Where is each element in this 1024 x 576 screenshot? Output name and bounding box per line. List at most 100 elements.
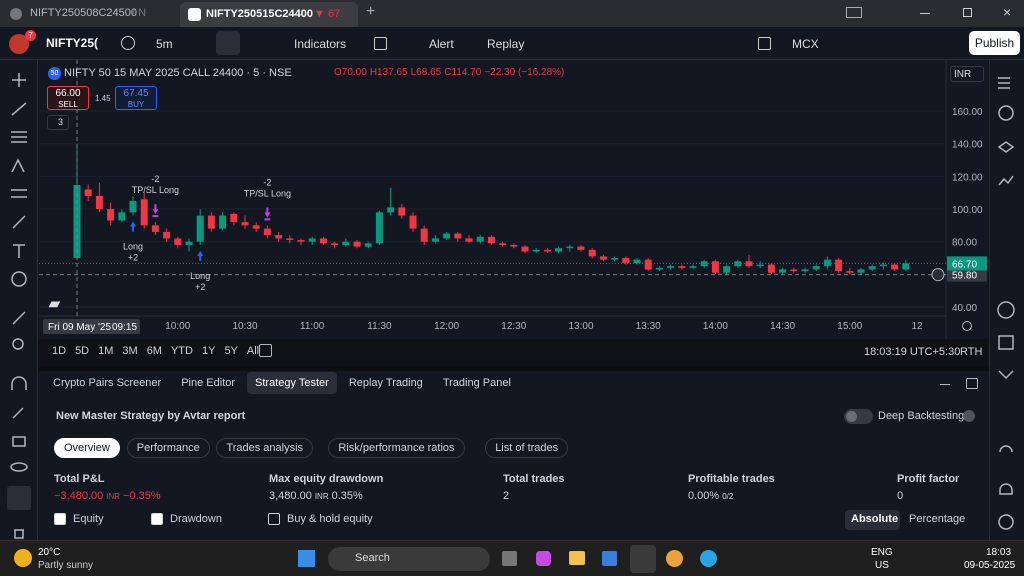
app[interactable] [502, 551, 517, 566]
checkbox[interactable] [54, 513, 66, 525]
exchange[interactable]: MCX [792, 37, 819, 51]
candle-body [543, 249, 551, 252]
link-tool[interactable] [7, 486, 31, 510]
app[interactable] [536, 551, 551, 566]
timeframe[interactable]: 5D [75, 345, 90, 357]
currency[interactable]: INR [950, 66, 984, 82]
timeframe[interactable]: YTD [170, 345, 193, 357]
timeframe[interactable]: 1D [52, 345, 67, 357]
y-tick-label: 100.00 [952, 205, 983, 216]
panel-maximize[interactable] [966, 378, 978, 389]
hotlists[interactable] [998, 175, 1014, 186]
magnet-tool[interactable] [11, 376, 27, 390]
layout[interactable] [758, 37, 771, 50]
app-active[interactable] [630, 545, 656, 573]
strategy-tab[interactable]: Risk/performance ratios [328, 438, 465, 458]
help[interactable] [998, 514, 1014, 530]
templates[interactable] [374, 37, 387, 50]
replay[interactable]: Replay [487, 37, 525, 51]
emoji-tool[interactable] [11, 271, 27, 287]
active-tab[interactable]: NIFTY250515C24400 ▼ 67. [180, 2, 358, 27]
panel-tab[interactable]: Pine Editor [181, 377, 236, 389]
alert[interactable]: Alert [429, 37, 454, 51]
crosshair-tool[interactable] [12, 73, 26, 87]
strategy-tab[interactable]: Overview [54, 438, 120, 458]
app[interactable] [666, 550, 683, 567]
sell-button[interactable]: 66.00 SELL [47, 86, 89, 110]
strategy-tab[interactable]: List of trades [485, 438, 569, 458]
trading[interactable] [997, 301, 1015, 319]
indicators[interactable]: Indicators [294, 37, 347, 51]
trash-tool[interactable] [14, 529, 24, 539]
strategy-tab[interactable]: Trades analysis [216, 438, 314, 458]
panel-minimize[interactable] [940, 384, 950, 385]
lock-tool[interactable] [12, 436, 26, 447]
panel-tabs: Crypto Pairs Screener Pine Editor Strategy… [45, 372, 519, 394]
timeframe[interactable]: All [246, 345, 260, 357]
buy-button[interactable]: 67.45 BUY [115, 86, 157, 110]
app[interactable] [700, 550, 717, 567]
publish[interactable]: Publish [969, 31, 1020, 55]
timeframe[interactable]: 3M [122, 345, 138, 357]
new-tab[interactable]: + [366, 3, 376, 20]
candle-body [857, 269, 865, 273]
checkbox[interactable] [268, 513, 280, 525]
maximize[interactable] [963, 8, 972, 17]
search-box[interactable]: Search [328, 547, 490, 571]
streams[interactable] [999, 445, 1013, 453]
zoom-tool[interactable] [12, 338, 24, 350]
fib-tool[interactable] [11, 131, 27, 143]
candle-body [140, 199, 148, 226]
prediction-tool[interactable] [11, 189, 27, 198]
data-window[interactable] [997, 141, 1015, 153]
date-range[interactable] [259, 344, 272, 357]
lock-draw-tool[interactable] [12, 407, 24, 419]
strategy-name[interactable]: New Master Strategy by Avtar report [56, 410, 246, 422]
ideas[interactable] [998, 370, 1014, 380]
ruler-tool[interactable] [12, 311, 26, 325]
tab[interactable]: NIFTY250508C24500 / N [6, 4, 178, 24]
alerts[interactable] [998, 105, 1014, 121]
panel-tab[interactable]: Crypto Pairs Screener [53, 377, 162, 389]
watchlist[interactable] [998, 77, 1010, 89]
mode-absolute[interactable]: Absolute [851, 513, 899, 525]
session[interactable]: RTH [960, 346, 983, 358]
trend-tool[interactable] [11, 102, 27, 116]
timeframe[interactable]: 1Y [201, 345, 216, 357]
checkbox[interactable] [151, 513, 163, 525]
check-label: Equity [73, 513, 104, 525]
calendar[interactable] [998, 335, 1014, 350]
notifications[interactable] [999, 483, 1013, 495]
metric-value: −3,480.00 INR −0.35% [54, 490, 161, 502]
app[interactable] [569, 551, 585, 565]
visibility-tool[interactable] [10, 462, 28, 472]
brush-tool[interactable] [12, 215, 26, 229]
app[interactable] [602, 551, 617, 566]
deep-toggle[interactable] [844, 409, 873, 424]
chart-type[interactable] [216, 31, 240, 55]
mode-percentage[interactable]: Percentage [909, 513, 966, 525]
panel-tab[interactable]: Trading Panel [442, 377, 511, 389]
collapse[interactable]: 3 [47, 115, 69, 130]
close[interactable]: × [1003, 4, 1012, 20]
text-tool[interactable] [13, 244, 25, 258]
interval[interactable]: 5m [156, 37, 173, 51]
metric-unit: INR [106, 492, 121, 501]
crosshair-price-box [947, 267, 987, 282]
add-symbol[interactable] [121, 36, 135, 50]
metric-number: 0 [897, 490, 904, 502]
timeframe[interactable]: 1M [98, 345, 114, 357]
timeframe[interactable]: 5Y [224, 345, 238, 357]
info[interactable] [963, 410, 975, 422]
strategy-tab[interactable]: Performance [126, 438, 210, 458]
panel-tab[interactable]: Replay Trading [348, 377, 423, 389]
avatar[interactable] [9, 34, 29, 54]
minimize[interactable] [920, 13, 930, 14]
window-icon[interactable] [846, 7, 862, 18]
annotation-text: -2 [263, 177, 271, 187]
panel-tab[interactable]: Strategy Tester [247, 372, 337, 394]
symbol[interactable]: NIFTY25( [46, 36, 99, 50]
start[interactable] [298, 550, 315, 567]
pattern-tool[interactable] [11, 158, 25, 173]
timeframe[interactable]: 6M [146, 345, 162, 357]
